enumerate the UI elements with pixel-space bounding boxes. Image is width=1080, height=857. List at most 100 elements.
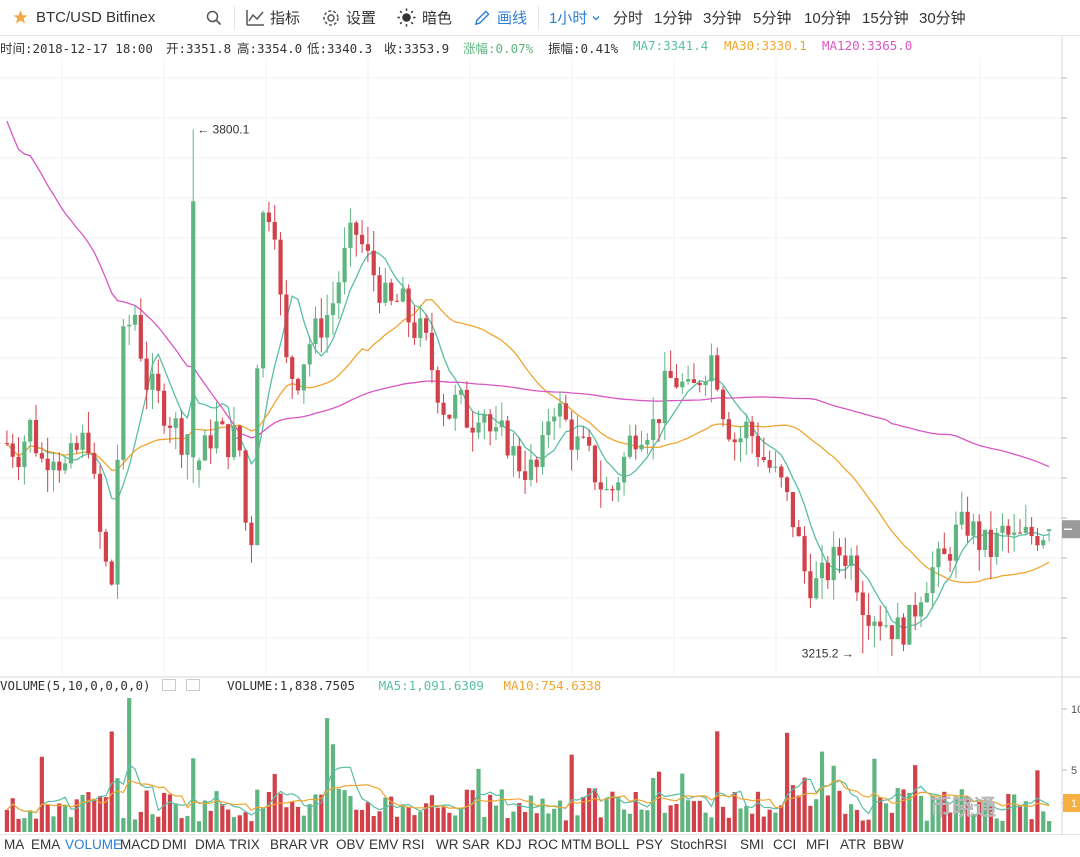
volume-bar — [290, 801, 295, 832]
candle-body — [948, 554, 953, 561]
indicator-tab-ma[interactable]: MA — [4, 837, 25, 852]
indicator-tab-rsi[interactable]: RSI — [402, 837, 425, 852]
volume-bar — [412, 815, 417, 832]
indicator-tab-obv[interactable]: OBV — [336, 837, 365, 852]
volume-bar — [185, 815, 190, 832]
candle-body — [784, 477, 790, 493]
candle-body — [883, 625, 889, 627]
volume-bar — [680, 773, 685, 832]
indicator-tab-mtm[interactable]: MTM — [561, 837, 592, 852]
indicator-tab-ema[interactable]: EMA — [31, 837, 61, 852]
candle-body — [755, 436, 761, 458]
interval-tab[interactable]: 分时 — [613, 10, 644, 27]
candle-body — [441, 402, 446, 415]
candle-body — [33, 419, 39, 454]
indicator-tab-smi[interactable]: SMI — [740, 837, 765, 852]
search-icon[interactable] — [206, 0, 222, 35]
volume-bar — [103, 797, 108, 832]
volume-bar — [924, 820, 929, 832]
candle-body — [307, 344, 312, 365]
volume-bar — [243, 812, 248, 832]
indicator-tab-bbw[interactable]: BBW — [873, 837, 904, 852]
interval-tab[interactable]: 3分钟 — [703, 10, 742, 27]
settings-button[interactable]: 设置 — [322, 0, 376, 35]
indicator-tab-roc[interactable]: ROC — [528, 837, 558, 852]
indicator-tab-mfi[interactable]: MFI — [806, 837, 830, 852]
close-icon[interactable] — [185, 679, 200, 691]
indicators-button[interactable]: 指标 — [246, 0, 300, 35]
volume-bar — [179, 818, 184, 832]
indicator-tab-brar[interactable]: BRAR — [270, 837, 308, 852]
indicator-tab-sar[interactable]: SAR — [462, 837, 490, 852]
candle-body — [86, 432, 91, 454]
volume-bar — [51, 816, 56, 832]
candle-body — [400, 288, 405, 302]
volume-bar — [92, 799, 97, 832]
candle-body — [1023, 526, 1028, 533]
candle-body — [796, 527, 801, 537]
volume-bar — [97, 796, 103, 832]
candle-body — [546, 421, 551, 436]
gear-icon — [323, 9, 339, 26]
favorite-star-icon[interactable] — [12, 0, 29, 35]
volume-bar — [697, 800, 702, 832]
indicator-tab-psy[interactable]: PSY — [636, 837, 664, 852]
candle-body — [482, 414, 487, 423]
indicator-tab-stochrsi[interactable]: StochRSI — [670, 837, 728, 852]
interval-tab[interactable]: 15分钟 — [862, 10, 909, 27]
settings-small-icon[interactable] — [162, 679, 177, 691]
candle-body — [639, 444, 644, 450]
interval-tab[interactable]: 10分钟 — [804, 10, 851, 27]
volume-bar — [633, 792, 638, 832]
candle-body — [424, 318, 429, 333]
indicator-tab-trix[interactable]: TRIX — [229, 837, 260, 852]
indicator-tab-emv[interactable]: EMV — [369, 837, 399, 852]
candle-body — [575, 436, 580, 450]
volume-bar — [936, 797, 941, 832]
interval-dropdown[interactable]: 1小时 — [549, 0, 601, 35]
indicator-tab-dmi[interactable]: DMI — [162, 837, 187, 852]
candle-body — [493, 427, 499, 432]
volume-bar — [458, 807, 464, 832]
candle-body — [406, 288, 411, 323]
candle-body — [458, 389, 464, 395]
theme-button[interactable]: 暗色 — [397, 0, 452, 35]
interval-tab[interactable]: 1分钟 — [654, 10, 693, 27]
indicator-tab-boll[interactable]: BOLL — [595, 837, 630, 852]
volume-bar — [488, 794, 493, 832]
indicator-tab-macd[interactable]: MACD — [120, 837, 160, 852]
indicator-tab-cci[interactable]: CCI — [773, 837, 797, 852]
candle-body — [92, 453, 97, 474]
candle-body — [10, 443, 15, 457]
indicator-tab-vr[interactable]: VR — [310, 837, 329, 852]
candle-body — [167, 425, 173, 428]
settings-label: 设置 — [346, 10, 377, 27]
volume-bar — [231, 817, 237, 832]
candle-body — [284, 294, 289, 358]
draw-button[interactable]: 画线 — [474, 0, 527, 35]
candle-body — [470, 427, 475, 433]
symbol-title[interactable]: BTC/USD Bitfinex — [36, 9, 156, 26]
volume-bar — [784, 732, 790, 832]
candle-body — [790, 492, 796, 528]
interval-tab[interactable]: 5分钟 — [753, 10, 792, 27]
indicator-chart-icon — [246, 10, 264, 26]
volume-bar — [121, 818, 126, 832]
indicator-tab-dma[interactable]: DMA — [195, 837, 225, 852]
interval-tab[interactable]: 30分钟 — [919, 10, 966, 27]
candle-body — [150, 373, 155, 390]
candle-body — [651, 419, 656, 440]
indicator-tab-kdj[interactable]: KDJ — [496, 837, 522, 852]
volume-bar — [150, 814, 155, 832]
volume-axis-label: 10 — [1071, 704, 1080, 716]
indicator-tab-atr[interactable]: ATR — [840, 837, 866, 852]
indicator-tab-wr[interactable]: WR — [436, 837, 459, 852]
draw-label: 画线 — [497, 10, 528, 27]
volume-bar — [447, 812, 452, 832]
volume-bar — [878, 797, 883, 832]
indicator-tab-volume[interactable]: VOLUME — [65, 837, 123, 852]
candle-body — [761, 457, 766, 461]
candle-body — [185, 434, 190, 455]
volume-bar — [400, 804, 405, 832]
